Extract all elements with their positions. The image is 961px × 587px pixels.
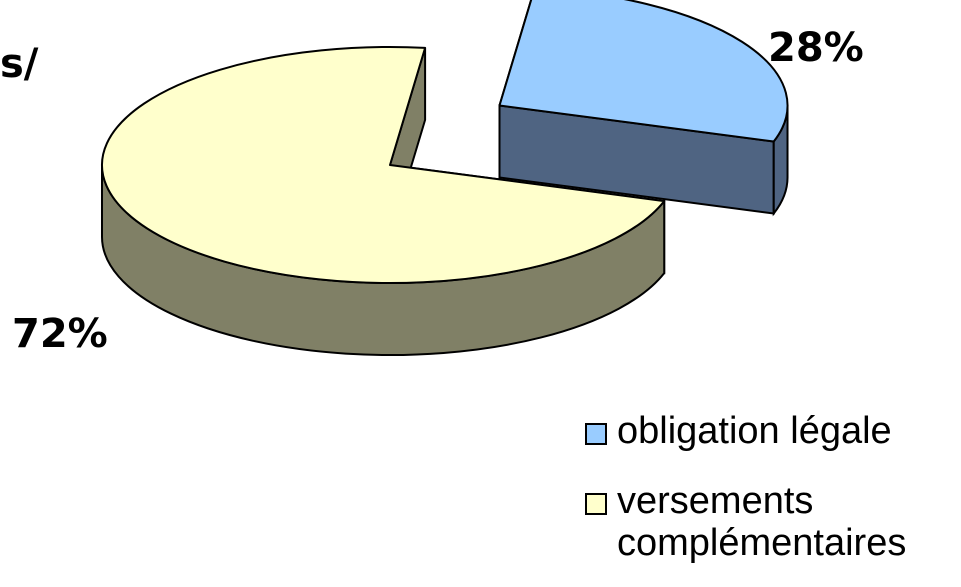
legend-swatch-versements [585, 493, 607, 515]
legend: obligation légale versements complémenta… [585, 410, 957, 587]
legend-item-obligation: obligation légale [585, 410, 957, 452]
chart-title-fragment: s/ [0, 41, 39, 87]
legend-item-versements: versements complémentaires [585, 480, 957, 564]
legend-label-versements: versements complémentaires [617, 480, 907, 564]
data-label-obligation: 28% [768, 25, 864, 71]
legend-swatch-obligation [585, 423, 607, 445]
pie-top-obligation [498, 0, 789, 143]
pie-slice-obligation [498, 0, 789, 217]
pie-top-versements [101, 46, 666, 284]
legend-label-obligation: obligation légale [617, 410, 892, 452]
pie-slice-versements [101, 46, 666, 356]
data-label-versements: 72% [12, 311, 108, 357]
